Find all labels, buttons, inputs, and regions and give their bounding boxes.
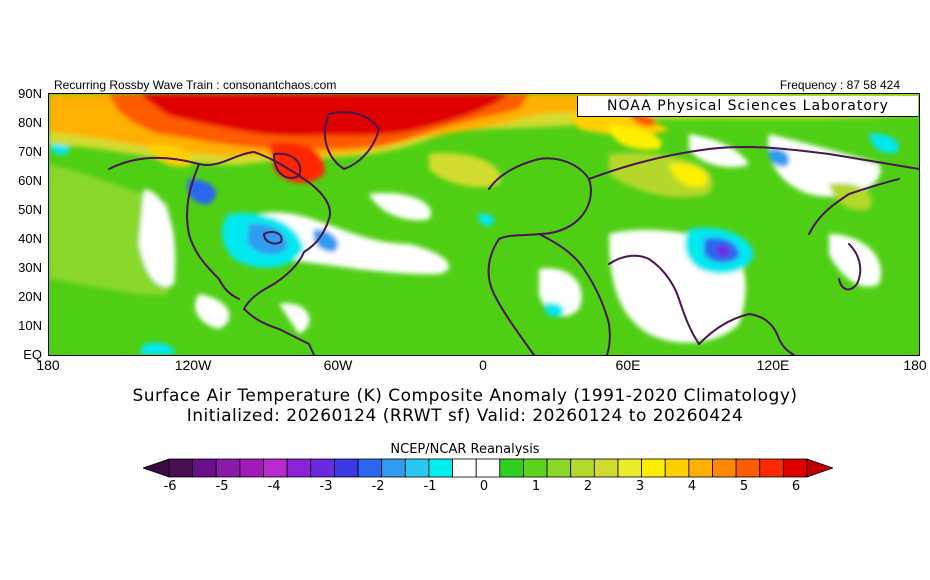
header-right-text: Frequency : 87 58 424 [779, 78, 900, 92]
lat-label-10n: 10N [18, 318, 42, 333]
colorbar-cell [239, 458, 264, 478]
colorbar-label-4: 4 [687, 479, 697, 494]
colorbar-left-arrow [143, 458, 170, 478]
anomaly-map [48, 93, 920, 356]
anomaly-map-svg [49, 94, 919, 355]
lon-label-60e: 60E [615, 357, 641, 373]
colorbar-cell [617, 458, 642, 478]
colorbar-cell [735, 458, 761, 478]
lon-label-120e: 120E [756, 357, 790, 373]
colorbar-cell [310, 458, 335, 478]
colorbar-cell [570, 458, 595, 478]
colorbar-cell [381, 458, 406, 478]
colorbar-cell [357, 458, 383, 478]
colorbar-cell [452, 458, 477, 478]
map-title-line1: Surface Air Temperature (K) Composite An… [132, 386, 798, 406]
colorbar-cell [664, 458, 690, 478]
colorbar-right-arrow [806, 458, 833, 478]
colorbar-label-2: 2 [583, 479, 593, 494]
colorbar-cell [782, 458, 808, 478]
lat-label-40n: 40N [18, 231, 42, 246]
lat-label-90n: 90N [18, 86, 42, 101]
colorbar-cell [593, 458, 619, 478]
lon-label-60w: 60W [323, 357, 353, 373]
colorbar-cells [168, 458, 808, 478]
lon-label-180w: 180 [36, 357, 60, 373]
noaa-lab-label: NOAA Physical Sciences Laboratory [577, 96, 918, 117]
colorbar-cell [168, 458, 194, 478]
colorbar-label-0: 0 [479, 479, 489, 494]
lat-label-20n: 20N [18, 289, 42, 304]
colorbar-cell [428, 458, 453, 478]
colorbar-cell [404, 458, 430, 478]
colorbar-label-1: 1 [531, 479, 541, 494]
colorbar [143, 458, 833, 478]
colorbar-cell [192, 458, 217, 478]
lon-label-0: 0 [479, 357, 487, 373]
colorbar-cell [475, 458, 501, 478]
colorbar-cell [263, 458, 288, 478]
lat-label-80n: 80N [18, 115, 42, 130]
colorbar-label-neg1: -1 [423, 479, 437, 494]
lat-label-50n: 50N [18, 202, 42, 217]
colorbar-label-neg6: -6 [163, 479, 177, 494]
colorbar-cell [286, 458, 312, 478]
colorbar-cell [688, 458, 713, 478]
lat-label-eq: EQ [23, 347, 42, 362]
colorbar-cell [759, 458, 784, 478]
colorbar-title: NCEP/NCAR Reanalysis [390, 442, 540, 457]
lat-label-70n: 70N [18, 144, 42, 159]
colorbar-cell [641, 458, 666, 478]
lon-label-120w: 120W [174, 357, 212, 373]
colorbar-label-neg4: -4 [267, 479, 281, 494]
colorbar-cell [712, 458, 737, 478]
lat-label-30n: 30N [18, 260, 42, 275]
colorbar-label-neg5: -5 [215, 479, 229, 494]
lon-label-180e: 180 [903, 357, 927, 373]
colorbar-label-5: 5 [739, 479, 749, 494]
colorbar-label-3: 3 [635, 479, 645, 494]
colorbar-cell [334, 458, 359, 478]
lat-label-60n: 60N [18, 173, 42, 188]
colorbar-label-neg3: -3 [319, 479, 333, 494]
colorbar-cell [523, 458, 548, 478]
colorbar-label-6: 6 [791, 479, 801, 494]
colorbar-cell [499, 458, 524, 478]
header-left-text: Recurring Rossby Wave Train : consonantc… [54, 78, 337, 92]
map-title-line2: Initialized: 20260124 (RRWT sf) Valid: 2… [186, 406, 744, 426]
colorbar-label-neg2: -2 [371, 479, 385, 494]
colorbar-cell [546, 458, 572, 478]
colorbar-cell [215, 458, 241, 478]
